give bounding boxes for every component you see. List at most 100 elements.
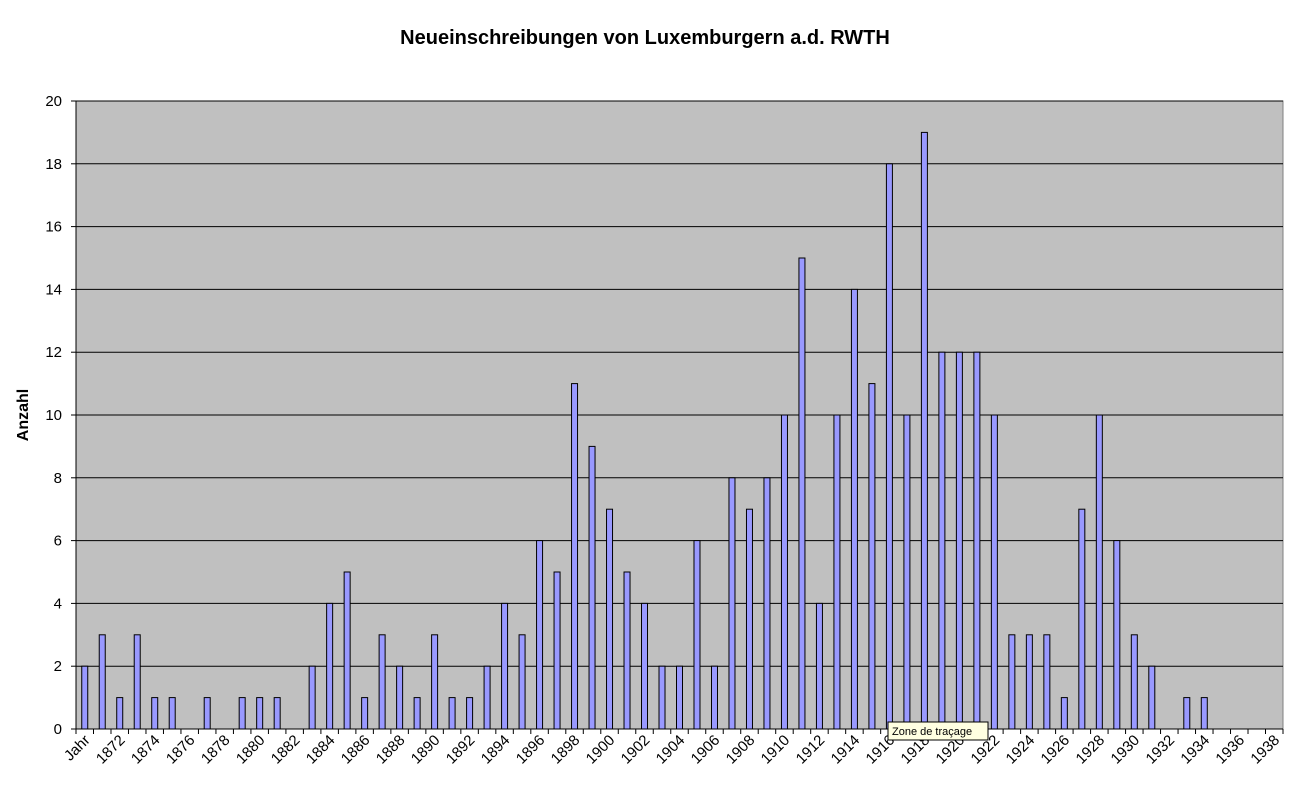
- y-tick-label: 2: [54, 658, 62, 675]
- bar-1915[interactable]: [850, 288, 858, 730]
- bar-1902[interactable]: [623, 571, 631, 730]
- x-tick-label: 1896: [513, 732, 549, 768]
- bar-1932[interactable]: [1148, 665, 1156, 730]
- bar-1904[interactable]: [658, 665, 666, 730]
- x-tick-label: Jahr: [61, 732, 94, 765]
- bar-1914[interactable]: [833, 414, 841, 730]
- bar-1895[interactable]: [501, 602, 509, 730]
- y-tick-label: 8: [54, 470, 62, 487]
- bar-1916[interactable]: [868, 383, 876, 730]
- x-tick-label: 1914: [828, 732, 864, 768]
- x-tick-label: 1878: [198, 732, 234, 768]
- bar-1880[interactable]: [238, 697, 246, 730]
- bar-1913[interactable]: [815, 602, 823, 730]
- bar-1931[interactable]: [1130, 634, 1138, 730]
- bar-1894[interactable]: [483, 665, 491, 730]
- bar-1893[interactable]: [466, 697, 474, 730]
- x-tick-label: 1894: [478, 732, 514, 768]
- bar-1934[interactable]: [1183, 697, 1191, 730]
- bar-1919[interactable]: [920, 131, 928, 730]
- bars: [81, 131, 1208, 730]
- bar-1908[interactable]: [728, 477, 736, 730]
- chart-title: Neueinschreibungen von Luxemburgern a.d.…: [400, 27, 890, 49]
- bar-1928[interactable]: [1078, 508, 1086, 730]
- x-tick-label: 1924: [1003, 732, 1039, 768]
- bar-1905[interactable]: [676, 665, 683, 730]
- bar-1912[interactable]: [798, 257, 806, 730]
- bar-1889[interactable]: [396, 665, 404, 730]
- bar-1903[interactable]: [641, 602, 649, 730]
- x-tick-label: 1898: [548, 732, 584, 768]
- y-tick-label: 10: [45, 407, 62, 424]
- bar-1885[interactable]: [326, 602, 334, 730]
- bar-1911[interactable]: [780, 414, 788, 730]
- x-tick-label: 1892: [443, 732, 479, 768]
- bar-1898[interactable]: [553, 571, 561, 730]
- x-tick-label: 1890: [408, 732, 444, 768]
- x-tick-label: 1874: [128, 732, 164, 768]
- x-tick-label: 1904: [653, 732, 689, 768]
- bar-1887[interactable]: [361, 697, 369, 730]
- bar-1927[interactable]: [1060, 697, 1068, 730]
- x-tick-label: 1902: [618, 732, 654, 768]
- tooltip-box: [887, 721, 989, 741]
- bar-1872[interactable]: [98, 634, 106, 730]
- bar-1875[interactable]: [151, 697, 159, 730]
- x-axis-ticks: Jahr 1872 1874 1876 1878 1880 1882 1884 1886 1888…: [61, 729, 1284, 768]
- bar-1924[interactable]: [1008, 634, 1016, 730]
- bar-1900[interactable]: [588, 445, 596, 730]
- bar-1922[interactable]: [973, 351, 981, 730]
- x-tick-label: 1884: [303, 732, 339, 768]
- bar-1892[interactable]: [448, 697, 456, 730]
- bar-1926[interactable]: [1043, 634, 1051, 730]
- bar-1929[interactable]: [1095, 414, 1103, 730]
- x-tick-label: 1926: [1038, 732, 1074, 768]
- bar-1925[interactable]: [1025, 634, 1033, 730]
- y-tick-label: 4: [54, 595, 62, 612]
- x-tick-label: 1880: [233, 732, 269, 768]
- y-tick-label: 16: [45, 219, 62, 236]
- bar-1882[interactable]: [273, 697, 281, 730]
- bar-1891[interactable]: [431, 634, 439, 730]
- bar-1910[interactable]: [763, 477, 771, 730]
- bar-1935[interactable]: [1200, 697, 1208, 730]
- bar-1881[interactable]: [256, 697, 264, 730]
- bar-1907[interactable]: [710, 665, 718, 730]
- x-tick-label: 1906: [688, 732, 724, 768]
- tooltip-text: Zone de traçage: [892, 726, 972, 738]
- bar-1918[interactable]: [903, 414, 911, 730]
- x-tick-label: 1900: [583, 732, 619, 768]
- bar-1874[interactable]: [133, 634, 141, 730]
- x-tick-label: 1910: [758, 732, 794, 768]
- x-tick-label: 1882: [268, 732, 304, 768]
- x-tick-label: 1936: [1212, 732, 1248, 768]
- x-tick-label: 1930: [1108, 732, 1144, 768]
- bar-1896[interactable]: [518, 634, 526, 730]
- bar-1888[interactable]: [378, 634, 386, 730]
- bar-1878[interactable]: [203, 697, 211, 730]
- bar-1886[interactable]: [343, 571, 351, 730]
- x-tick-label: 1876: [163, 732, 199, 768]
- bar-1876[interactable]: [168, 697, 176, 730]
- bar-1897[interactable]: [536, 540, 544, 730]
- x-tick-label: 1888: [373, 732, 409, 768]
- x-tick-label: 1872: [93, 732, 129, 768]
- y-tick-label: 18: [45, 156, 62, 173]
- bar-1923[interactable]: [990, 414, 998, 730]
- x-tick-label: 1886: [338, 732, 374, 768]
- bar-1871[interactable]: [81, 665, 89, 730]
- bar-1906[interactable]: [693, 540, 701, 730]
- bar-1917[interactable]: [885, 163, 893, 730]
- bar-1884[interactable]: [308, 665, 316, 730]
- bar-1873[interactable]: [116, 697, 124, 730]
- bar-1890[interactable]: [413, 697, 421, 730]
- bar-1921[interactable]: [955, 351, 963, 730]
- bar-1899[interactable]: [571, 383, 579, 730]
- x-tick-label: 1934: [1177, 732, 1213, 768]
- bar-1901[interactable]: [606, 508, 614, 730]
- bar-1920[interactable]: [938, 351, 946, 730]
- x-tick-label: 1912: [793, 732, 829, 768]
- bar-1930[interactable]: [1113, 540, 1121, 730]
- bar-1909[interactable]: [745, 508, 753, 730]
